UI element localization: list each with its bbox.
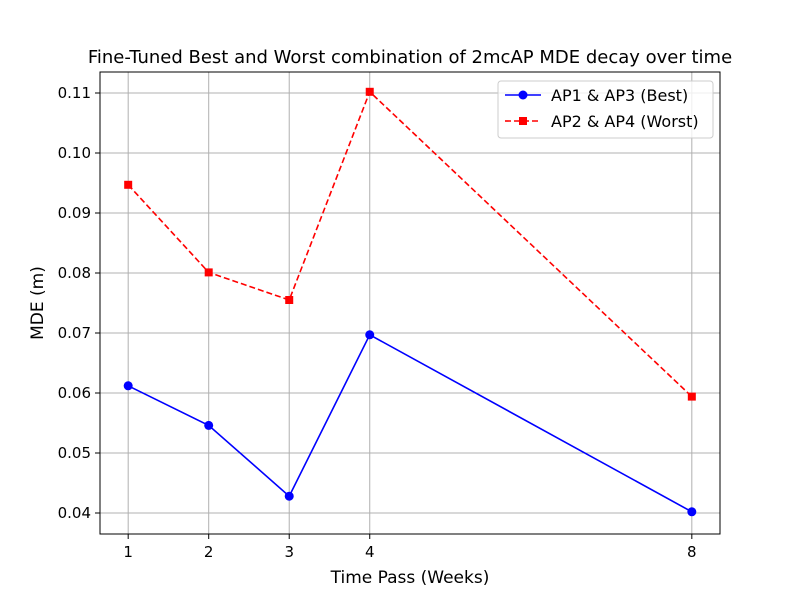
y-axis-label: MDE (m) bbox=[28, 266, 48, 340]
plot-area-frame bbox=[99, 71, 721, 535]
legend-label-best: AP1 & AP3 (Best) bbox=[551, 86, 688, 105]
legend-marker-worst bbox=[519, 117, 527, 125]
x-tick-label: 3 bbox=[284, 543, 294, 561]
data-point-best bbox=[365, 330, 375, 340]
x-tick-label: 8 bbox=[687, 543, 697, 561]
data-point-best bbox=[687, 507, 697, 517]
y-tick-label: 0.09 bbox=[58, 204, 91, 222]
data-point-worst bbox=[124, 180, 133, 189]
axis-ticks: 1 2 3 4 8 0.04 0.05 0.06 0.07 0.08 0.09 0.10 0.11 bbox=[58, 84, 697, 561]
y-tick-label: 0.07 bbox=[58, 324, 91, 342]
legend-label-worst: AP2 & AP4 (Worst) bbox=[551, 112, 699, 131]
data-point-worst bbox=[204, 268, 213, 277]
chart-title: Fine-Tuned Best and Worst combination of… bbox=[88, 47, 732, 68]
grid-lines bbox=[100, 72, 720, 534]
x-tick-label: 4 bbox=[365, 543, 375, 561]
legend-box bbox=[497, 80, 714, 139]
y-tick-label: 0.05 bbox=[58, 444, 91, 462]
data-point-best bbox=[284, 491, 294, 501]
x-tick-label: 2 bbox=[204, 543, 214, 561]
x-axis-label: Time Pass (Weeks) bbox=[330, 568, 490, 588]
data-point-worst bbox=[365, 87, 374, 96]
data-series bbox=[123, 87, 697, 517]
y-tick-label: 0.06 bbox=[58, 384, 91, 402]
data-point-worst bbox=[687, 392, 696, 401]
series-line-best bbox=[127, 333, 693, 513]
y-tick-label: 0.11 bbox=[58, 84, 91, 102]
x-tick-label: 1 bbox=[123, 543, 133, 561]
data-point-worst bbox=[285, 296, 294, 304]
y-tick-label: 0.08 bbox=[58, 264, 91, 282]
legend: AP1 & AP3 (Best) AP2 & AP4 (Worst) bbox=[497, 80, 714, 139]
legend-marker-best bbox=[518, 90, 528, 100]
y-tick-label: 0.10 bbox=[58, 144, 91, 162]
y-tick-label: 0.04 bbox=[58, 504, 91, 522]
data-point-best bbox=[123, 381, 133, 391]
data-point-best bbox=[204, 420, 214, 430]
